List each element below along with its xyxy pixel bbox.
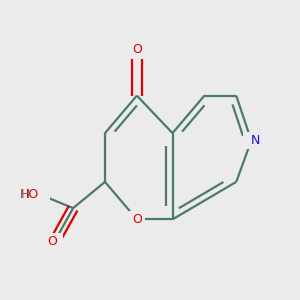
Text: O: O — [48, 236, 57, 248]
Bar — [128, 42, 145, 59]
Bar — [128, 211, 145, 228]
Text: O: O — [132, 43, 142, 56]
Text: HO: HO — [20, 188, 39, 202]
Bar — [243, 132, 260, 149]
Bar — [46, 233, 63, 250]
Text: H: H — [21, 188, 30, 202]
Text: O: O — [132, 213, 142, 226]
Bar — [33, 187, 50, 203]
Text: N: N — [251, 134, 260, 147]
